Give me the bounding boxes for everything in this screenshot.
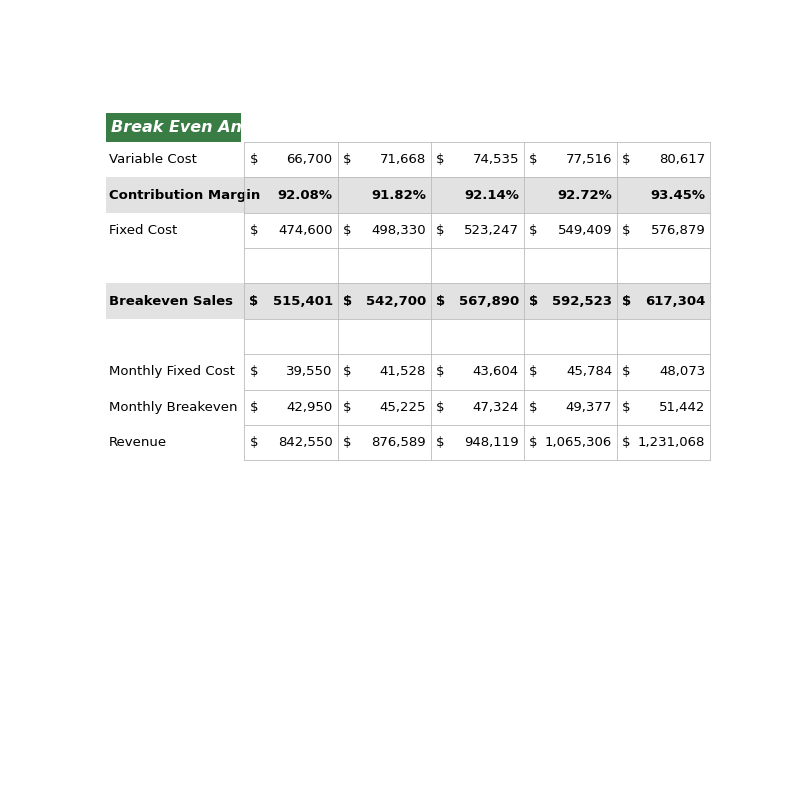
FancyBboxPatch shape [106, 177, 710, 213]
Text: 92.08%: 92.08% [278, 188, 333, 201]
Text: Fixed Cost: Fixed Cost [109, 224, 177, 237]
Text: $: $ [622, 436, 630, 449]
Text: 43,604: 43,604 [473, 365, 519, 379]
Text: $: $ [435, 153, 444, 166]
Text: 474,600: 474,600 [278, 224, 333, 237]
Text: 1,231,068: 1,231,068 [638, 436, 705, 449]
Text: $: $ [529, 224, 537, 237]
Text: $: $ [435, 436, 444, 449]
Text: $: $ [435, 295, 445, 307]
Text: $: $ [249, 295, 259, 307]
Text: $: $ [342, 401, 351, 413]
Text: Monthly Fixed Cost: Monthly Fixed Cost [109, 365, 235, 379]
Text: $: $ [249, 436, 258, 449]
Text: $: $ [249, 401, 258, 413]
Text: 74,535: 74,535 [473, 153, 519, 166]
Text: Break Even Analysis: Break Even Analysis [111, 120, 293, 135]
FancyBboxPatch shape [106, 113, 241, 142]
FancyBboxPatch shape [106, 213, 710, 248]
Text: $: $ [435, 401, 444, 413]
Text: $: $ [249, 153, 258, 166]
Text: $: $ [435, 365, 444, 379]
Text: 47,324: 47,324 [473, 401, 519, 413]
Text: 51,442: 51,442 [659, 401, 705, 413]
Text: $: $ [529, 436, 537, 449]
Text: $: $ [342, 224, 351, 237]
FancyBboxPatch shape [106, 284, 710, 319]
Text: 876,589: 876,589 [371, 436, 426, 449]
Text: Variable Cost: Variable Cost [109, 153, 197, 166]
Text: 576,879: 576,879 [650, 224, 705, 237]
FancyBboxPatch shape [106, 319, 710, 354]
Text: 39,550: 39,550 [287, 365, 333, 379]
Text: 41,528: 41,528 [380, 365, 426, 379]
FancyBboxPatch shape [106, 390, 710, 425]
Text: 542,700: 542,700 [365, 295, 426, 307]
Text: 842,550: 842,550 [278, 436, 333, 449]
Text: Revenue: Revenue [109, 436, 167, 449]
Text: $: $ [342, 295, 352, 307]
FancyBboxPatch shape [106, 142, 710, 177]
Text: $: $ [529, 295, 538, 307]
Text: $: $ [249, 224, 258, 237]
Text: 523,247: 523,247 [464, 224, 519, 237]
Text: 45,784: 45,784 [566, 365, 612, 379]
Text: $: $ [529, 401, 537, 413]
Text: Monthly Breakeven: Monthly Breakeven [109, 401, 237, 413]
FancyBboxPatch shape [106, 425, 710, 460]
Text: 617,304: 617,304 [645, 295, 705, 307]
FancyBboxPatch shape [106, 248, 710, 284]
Text: 515,401: 515,401 [272, 295, 333, 307]
Text: 948,119: 948,119 [464, 436, 519, 449]
Text: $: $ [529, 153, 537, 166]
Text: $: $ [622, 295, 631, 307]
Text: 92.72%: 92.72% [557, 188, 612, 201]
Text: 549,409: 549,409 [558, 224, 612, 237]
Text: Contribution Margin: Contribution Margin [109, 188, 260, 201]
Text: 49,377: 49,377 [566, 401, 612, 413]
Text: 71,668: 71,668 [380, 153, 426, 166]
Text: 91.82%: 91.82% [371, 188, 426, 201]
Text: 567,890: 567,890 [458, 295, 519, 307]
Text: $: $ [529, 365, 537, 379]
Text: 498,330: 498,330 [371, 224, 426, 237]
Text: $: $ [342, 153, 351, 166]
Text: 80,617: 80,617 [659, 153, 705, 166]
Text: $: $ [342, 365, 351, 379]
FancyBboxPatch shape [106, 354, 710, 390]
Text: $: $ [622, 365, 630, 379]
Text: 77,516: 77,516 [566, 153, 612, 166]
Text: 93.45%: 93.45% [650, 188, 705, 201]
Text: $: $ [622, 153, 630, 166]
Text: Breakeven Sales: Breakeven Sales [109, 295, 232, 307]
Text: $: $ [342, 436, 351, 449]
Text: $: $ [622, 224, 630, 237]
Text: $: $ [435, 224, 444, 237]
Text: $: $ [249, 365, 258, 379]
Text: 45,225: 45,225 [380, 401, 426, 413]
Text: 592,523: 592,523 [552, 295, 612, 307]
Text: $: $ [622, 401, 630, 413]
Text: 92.14%: 92.14% [464, 188, 519, 201]
Text: 48,073: 48,073 [659, 365, 705, 379]
Text: 1,065,306: 1,065,306 [545, 436, 612, 449]
Text: 66,700: 66,700 [287, 153, 333, 166]
Text: 42,950: 42,950 [287, 401, 333, 413]
